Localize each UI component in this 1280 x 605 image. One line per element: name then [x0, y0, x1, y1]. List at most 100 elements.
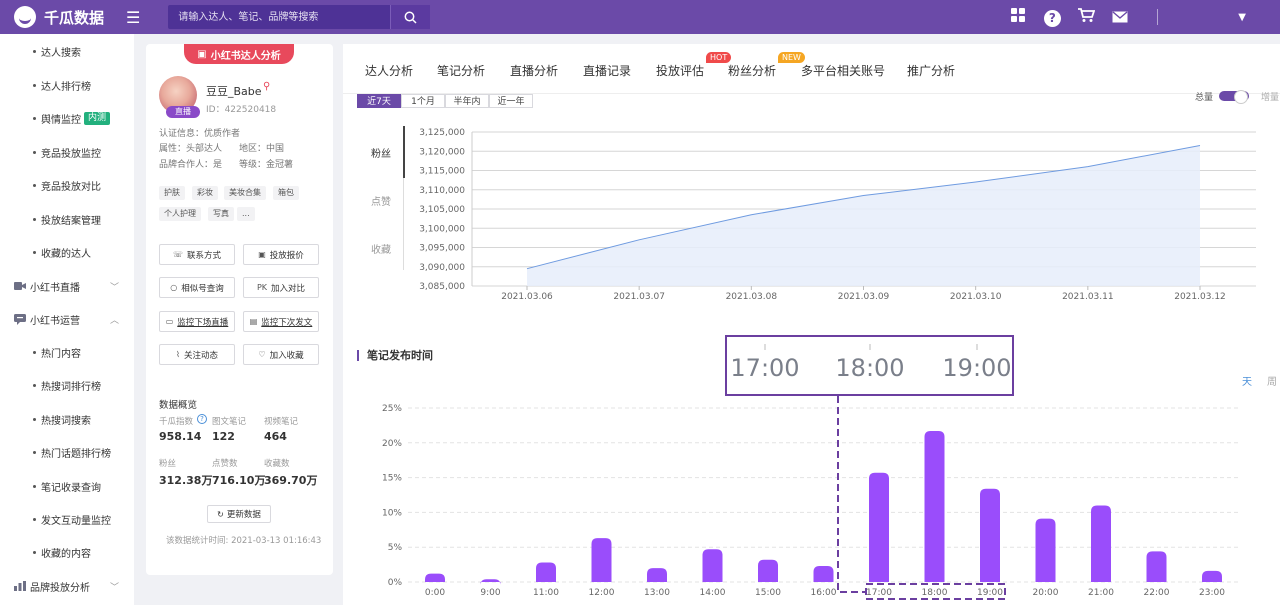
sidebar-item-favorite-content[interactable]: 收藏的内容 — [0, 542, 134, 562]
sidebar-item-note-index-query[interactable]: 笔记收录查询 — [0, 476, 134, 496]
monitor-live-button[interactable]: ▭ 监控下场直播 — [159, 311, 235, 332]
sidebar-item-hot-topic-ranking[interactable]: 热门话题排行榜 — [0, 442, 134, 462]
sidebar-group-xhs-operation[interactable]: 小红书运营 ︿ — [0, 309, 134, 329]
day-toggle[interactable]: 天 — [1242, 377, 1252, 388]
document-icon: ▣ — [197, 48, 207, 60]
sidebar-item-hot-search-ranking[interactable]: 热搜词排行榜 — [0, 375, 134, 395]
brand-partner-info: 品牌合作人：是 — [159, 160, 223, 170]
add-compare-button[interactable]: PK 加入对比 — [243, 277, 319, 298]
sidebar-item-expert-ranking[interactable]: 达人排行榜 — [0, 75, 134, 95]
stat-label: 粉丝 — [159, 459, 177, 469]
stat-value: 312.38万 — [159, 474, 213, 487]
update-data-button[interactable]: ↻ 更新数据 — [207, 505, 271, 523]
tab-note-analysis[interactable]: 笔记分析 — [437, 64, 486, 78]
top-bar: 千瓜数据 ☰ ? ▼ — [0, 0, 1280, 34]
search-button[interactable] — [390, 5, 431, 29]
post-time-title: 笔记发布时间 — [357, 350, 433, 361]
bullet-icon — [33, 49, 36, 53]
profile-tag-chip: 护肤 — [159, 186, 185, 200]
tab-multi-platform[interactable]: 多平台相关账号 — [801, 64, 886, 78]
range-selector: 近7天 1个月 半年内 近一年 — [357, 94, 533, 108]
chart-icon — [14, 581, 26, 591]
metric-fans[interactable]: 粉丝 — [371, 149, 391, 160]
update-time: 该数据统计时间: 2021-03-13 01:16:43 — [166, 536, 322, 546]
search-icon: ○ — [170, 283, 178, 292]
search-icon — [404, 11, 417, 24]
sidebar-group-brand-analysis[interactable]: 品牌投放分析 ﹀ — [0, 576, 134, 596]
profile-name: 豆豆_Babe — [206, 85, 262, 98]
total-label: 总量 — [1195, 93, 1214, 103]
bullet-icon — [33, 350, 36, 354]
more-tags[interactable]: ... — [237, 207, 255, 221]
monitor-post-button[interactable]: ▤ 监控下次发文 — [243, 311, 319, 332]
total-increment-toggle[interactable] — [1219, 90, 1249, 104]
grid-icon[interactable] — [1001, 7, 1035, 27]
profile-id: ID：422520418 — [206, 105, 277, 115]
follow-button[interactable]: ⌇ 关注动态 — [159, 344, 235, 365]
sidebar-item-expert-search[interactable]: 达人搜索 — [0, 41, 134, 61]
help-icon[interactable]: ? — [197, 414, 207, 424]
metric-favorites[interactable]: 收藏 — [371, 245, 391, 256]
profile-tag-chip: 箱包 — [273, 186, 299, 200]
help-icon[interactable]: ? — [1035, 7, 1069, 27]
tab-campaign-evaluation[interactable]: 投放评估 HOT — [656, 52, 732, 79]
user-menu-chevron-down-icon[interactable]: ▼ — [1238, 11, 1246, 23]
sidebar-item-hot-content[interactable]: 热门内容 — [0, 342, 134, 362]
profile-card: ▣ 小红书达人分析 直播 豆豆_Babe ⚲ ID：422520418 认证信息：… — [146, 44, 333, 575]
range-1-year[interactable]: 近一年 — [489, 94, 533, 108]
app-logo[interactable]: 千瓜数据 — [14, 6, 104, 28]
tab-fan-analysis[interactable]: 粉丝分析 NEW — [728, 52, 805, 79]
bullet-icon — [33, 150, 36, 154]
bullet-icon — [33, 484, 36, 488]
sidebar-item-interaction-monitor[interactable]: 发文互动量监控 — [0, 509, 134, 529]
sidebar-item-campaign-management[interactable]: 投放结案管理 — [0, 209, 134, 229]
menu-toggle-icon[interactable]: ☰ — [126, 7, 141, 27]
tab-live-records[interactable]: 直播记录 — [583, 64, 632, 78]
quote-button[interactable]: ▣ 投放报价 — [243, 244, 319, 265]
sidebar-item-competitor-compare[interactable]: 竞品投放对比 — [0, 175, 134, 195]
level-info: 等级：金冠薯 — [239, 160, 294, 170]
profile-tag-chip: 写真 — [208, 207, 234, 221]
sidebar-item-sentiment-monitor[interactable]: 舆情监控 内测 — [0, 108, 134, 128]
chevron-up-icon: ︿ — [109, 315, 119, 326]
phone-icon: ☏ — [172, 250, 183, 259]
price-icon: ▣ — [258, 250, 266, 259]
stat-label: 千瓜指数 — [159, 417, 194, 427]
metric-likes[interactable]: 点赞 — [371, 197, 391, 208]
stat-label: 图文笔记 — [212, 417, 247, 427]
chevron-down-icon: ﹀ — [109, 282, 119, 293]
main-panel: 达人分析 笔记分析 直播分析 直播记录 投放评估 HOT 粉丝分析 NEW 多平台相… — [343, 44, 1280, 605]
tab-expert-analysis[interactable]: 达人分析 — [365, 64, 414, 78]
sidebar-group-xhs-live[interactable]: 小红书直播 ﹀ — [0, 276, 134, 296]
chevron-down-icon: ﹀ — [109, 582, 119, 593]
contact-button[interactable]: ☏ 联系方式 — [159, 244, 235, 265]
sidebar-item-competitor-monitor[interactable]: 竞品投放监控 — [0, 142, 134, 162]
hot-flag: HOT — [706, 52, 732, 63]
bullet-icon — [33, 83, 36, 87]
favorite-button[interactable]: ♡ 加入收藏 — [243, 344, 319, 365]
bullet-icon — [33, 450, 36, 454]
cart-icon[interactable] — [1069, 7, 1103, 27]
new-flag: NEW — [778, 52, 805, 63]
range-half-year[interactable]: 半年内 — [445, 94, 489, 108]
range-7-days[interactable]: 近7天 — [357, 94, 401, 108]
bullet-icon — [33, 550, 36, 554]
similar-search-button[interactable]: ○ 相似号查询 — [159, 277, 235, 298]
mail-icon[interactable] — [1103, 8, 1137, 27]
overview-title: 数据概览 — [159, 400, 198, 411]
tab-live-analysis[interactable]: 直播分析 — [510, 64, 559, 78]
attr-info: 属性：头部达人 — [159, 144, 223, 154]
bullet-icon — [33, 217, 36, 221]
tab-promotion-analysis[interactable]: 推广分析 — [907, 64, 956, 78]
key-icon: ⚲ — [263, 81, 271, 92]
document-icon: ▤ — [249, 317, 258, 326]
search-input[interactable] — [168, 5, 391, 29]
stat-value: 958.14 — [159, 430, 202, 443]
range-1-month[interactable]: 1个月 — [401, 94, 445, 108]
sidebar-item-hot-search-query[interactable]: 热搜词搜索 — [0, 409, 134, 429]
app-name: 千瓜数据 — [44, 8, 105, 27]
week-toggle[interactable]: 周 — [1267, 377, 1277, 388]
analysis-tabs: 达人分析 笔记分析 直播分析 直播记录 投放评估 HOT 粉丝分析 NEW 多平台相… — [343, 44, 1280, 94]
logo-icon — [14, 6, 36, 28]
sidebar-item-favorite-experts[interactable]: 收藏的达人 — [0, 242, 134, 262]
